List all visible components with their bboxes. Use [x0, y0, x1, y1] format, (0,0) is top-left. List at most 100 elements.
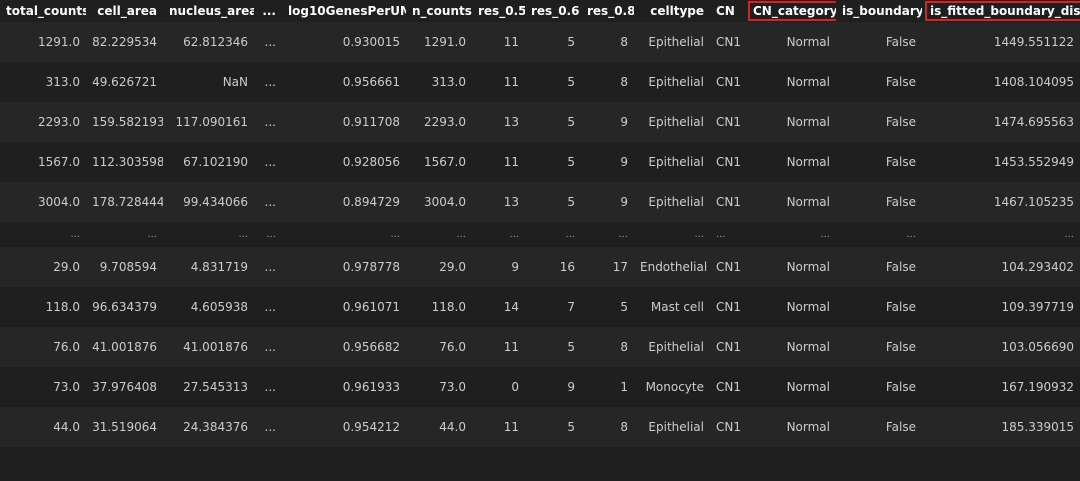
table-cell: 13	[503, 115, 519, 129]
table-header: total_counts cell_area nucleus_area... log1…	[0, 0, 1080, 22]
table-cell: 9	[620, 155, 628, 169]
column-header: CN_category	[745, 0, 836, 22]
table-cell: 1474.695563	[993, 115, 1074, 129]
column-header: CN	[716, 4, 735, 18]
table-cell: 99.434066	[183, 195, 248, 209]
table-cell: CN1	[716, 420, 741, 434]
table-cell: ...	[390, 229, 400, 240]
table-cell: 4.831719	[190, 260, 248, 274]
table-cell: ...	[264, 300, 276, 314]
table-cell: ...	[264, 155, 276, 169]
table-cell: 73.0	[439, 380, 466, 394]
table-cell: 37.976408	[92, 380, 157, 394]
table-cell: 1	[620, 380, 628, 394]
table-cell: Normal	[786, 300, 830, 314]
table-cell: 118.0	[431, 300, 466, 314]
table-cell: ...	[694, 229, 704, 240]
table-cell: Epithelial	[648, 340, 704, 354]
table-cell: 2293.0	[424, 115, 466, 129]
table-cell: 8	[620, 35, 628, 49]
column-header-text: is_fitted_boundary_dist	[924, 1, 1080, 21]
column-header: celltype	[650, 4, 704, 18]
table-cell: 5	[567, 35, 575, 49]
table-cell: False	[885, 260, 916, 274]
table-cell: 14	[503, 300, 519, 314]
table-cell: 0.954212	[342, 420, 400, 434]
table-cell: Mast cell	[650, 300, 704, 314]
table-cell: 11	[503, 340, 519, 354]
table-cell: Normal	[786, 260, 830, 274]
table-cell: 96.634379	[92, 300, 157, 314]
table-body: 1291.0 82.229534 62.812346... 0.930015 1291.…	[0, 22, 1080, 447]
table-cell: ...	[264, 115, 276, 129]
column-header-text: CN_category	[748, 1, 836, 21]
table-cell: False	[885, 340, 916, 354]
table-cell: ...	[1064, 229, 1074, 240]
table-cell: ...	[264, 420, 276, 434]
table-cell: CN1	[716, 115, 741, 129]
table-cell: 5	[567, 115, 575, 129]
table-cell: ...	[565, 229, 575, 240]
table-row: 73.0 37.976408 27.545313... 0.961933 73.0 0 9 1…	[0, 367, 1080, 407]
table-cell: ...	[509, 229, 519, 240]
table-cell: 9.708594	[99, 260, 157, 274]
table-cell: 29.0	[53, 260, 80, 274]
table-cell: 3004.0	[424, 195, 466, 209]
table-cell: 5	[567, 75, 575, 89]
table-cell: 0.961933	[342, 380, 400, 394]
table-cell: ...	[238, 229, 248, 240]
table-cell: 2293.0	[38, 115, 80, 129]
table-cell: Normal	[786, 380, 830, 394]
table-row: 1567.0 112.303598 67.102190... 0.928056 1567…	[0, 142, 1080, 182]
table-cell: 73.0	[53, 380, 80, 394]
table-cell: 9	[620, 195, 628, 209]
table-cell: 313.0	[431, 75, 466, 89]
table-cell: Normal	[786, 195, 830, 209]
table-cell: CN1	[716, 260, 741, 274]
table-cell: 109.397719	[1001, 300, 1074, 314]
table-cell: 5	[567, 155, 575, 169]
table-cell: 1291.0	[38, 35, 80, 49]
table-cell: 11	[503, 420, 519, 434]
table-cell: 17	[612, 260, 628, 274]
column-header: cell_area	[97, 4, 157, 18]
table-cell: 16	[559, 260, 575, 274]
table-cell: Epithelial	[648, 420, 704, 434]
table-row: ........................................…	[0, 222, 1080, 247]
table-cell: Normal	[786, 420, 830, 434]
table-cell: 8	[620, 75, 628, 89]
table-cell: 0.978778	[342, 260, 400, 274]
table-cell: ...	[456, 229, 466, 240]
table-cell: 159.582193	[92, 115, 163, 129]
table-cell: ...	[264, 260, 276, 274]
table-cell: 1567.0	[38, 155, 80, 169]
table-cell: CN1	[716, 300, 741, 314]
table-cell: 41.001876	[183, 340, 248, 354]
column-header: res_0.8	[587, 4, 634, 18]
table-cell: 41.001876	[92, 340, 157, 354]
table-cell: Normal	[786, 75, 830, 89]
table-cell: ...	[264, 340, 276, 354]
table-cell: False	[885, 35, 916, 49]
table-cell: 1467.105235	[993, 195, 1074, 209]
column-header: n_counts	[412, 4, 472, 18]
table-cell: Normal	[786, 155, 830, 169]
table-cell: 0.956682	[342, 340, 400, 354]
table-cell: Normal	[786, 340, 830, 354]
table-cell: 8	[620, 420, 628, 434]
table-cell: 118.0	[45, 300, 80, 314]
table-row: 29.0 9.708594 4.831719... 0.978778 29.0 9 16 17…	[0, 247, 1080, 287]
table-cell: 0	[511, 380, 519, 394]
table-cell: CN1	[716, 35, 741, 49]
table-cell: 0.956661	[342, 75, 400, 89]
table-cell: 62.812346	[183, 35, 248, 49]
table-cell: False	[885, 75, 916, 89]
table-cell: 313.0	[45, 75, 80, 89]
column-header: is_boundary	[842, 4, 922, 18]
table-cell: 104.293402	[1001, 260, 1074, 274]
table-cell: Epithelial	[648, 115, 704, 129]
table-cell: False	[885, 380, 916, 394]
table-cell: 27.545313	[183, 380, 248, 394]
table-cell: 76.0	[53, 340, 80, 354]
